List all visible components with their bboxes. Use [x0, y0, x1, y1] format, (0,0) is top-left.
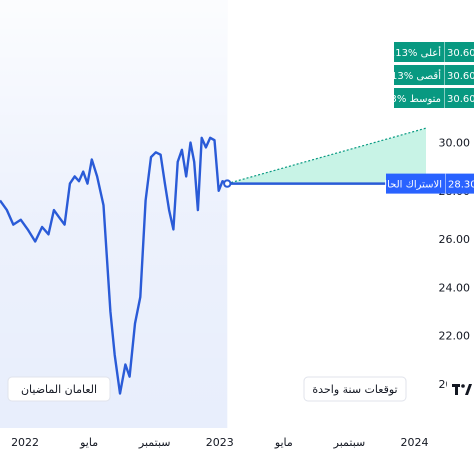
forecast-period-label-text: توقعات سنة واحدة [312, 383, 397, 396]
last-price-point [223, 179, 232, 188]
x-tick-label: 2023 [206, 436, 234, 449]
price-series-line [0, 136, 228, 395]
forecast-label: +8.13% متوسط 30.60 [366, 88, 474, 108]
forecast-label-value: 30.60 [447, 71, 474, 82]
x-tick-label: سبتمبر [138, 436, 171, 449]
history-fade [0, 0, 228, 428]
x-tick-label: 2024 [401, 436, 429, 449]
forecast-label-text: +8.13% أقصى [373, 69, 441, 82]
x-tick-label: سبتمبر [333, 436, 366, 449]
past-period-label-text: العامان الماضيان [21, 383, 97, 396]
forecast-period-label: توقعات سنة واحدة [303, 376, 407, 402]
x-tick-label: 2022 [11, 436, 39, 449]
forecast-label: +8.13% أعلى 30.60 [377, 42, 474, 62]
current-price-label: الاستراك الحالي 28.30 [376, 173, 474, 194]
forecast-label-value: 30.60 [447, 94, 474, 105]
forecast-label-text: +8.13% متوسط [366, 94, 441, 105]
x-tick-label: مايو [79, 436, 98, 449]
forecast-range-area [227, 128, 426, 184]
forecast-label-text: +8.13% أعلى [377, 46, 441, 59]
forecast-label: +8.13% أقصى 30.60 [373, 65, 474, 85]
past-period-label: العامان الماضيان [7, 376, 111, 402]
y-tick-label: 22.00 [439, 330, 471, 343]
current-price-label-text: الاستراك الحالي [376, 180, 442, 191]
current-price-label-value: 28.30 [448, 180, 474, 191]
y-tick-label: 30.00 [439, 137, 471, 150]
y-tick-label: 24.00 [439, 281, 471, 294]
x-tick-label: مايو [274, 436, 293, 449]
tradingview-logo [447, 374, 474, 404]
forecast-label-value: 30.60 [447, 48, 474, 59]
x-axis: 2022 مايو سبتمبر 2023 مايو سبتمبر 2024 [11, 436, 428, 449]
y-tick-label: 26.00 [439, 233, 471, 246]
